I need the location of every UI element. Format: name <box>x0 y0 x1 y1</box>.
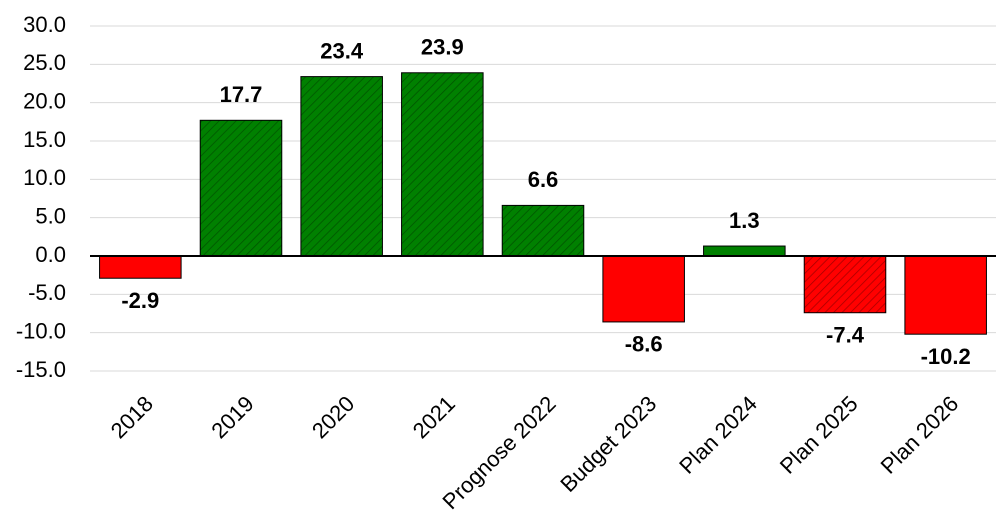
y-tick-label: 5.0 <box>35 203 66 228</box>
bar <box>401 72 484 257</box>
bar <box>703 245 786 257</box>
value-label: 1.3 <box>729 208 760 233</box>
y-tick-label: 30.0 <box>23 12 66 37</box>
x-tick-label: Plan 2026 <box>876 391 964 479</box>
x-tick-label: Budget 2023 <box>555 391 661 497</box>
y-tick-label: -5.0 <box>28 280 66 305</box>
value-label: 6.6 <box>528 167 559 192</box>
x-tick-label: 2020 <box>307 391 359 443</box>
y-tick-label: 0.0 <box>35 242 66 267</box>
value-label: 23.4 <box>320 38 364 63</box>
bar <box>501 204 585 257</box>
value-label: -2.9 <box>121 288 159 313</box>
y-tick-label: -15.0 <box>16 357 66 382</box>
y-tick-label: 10.0 <box>23 165 66 190</box>
x-tick-label: 2021 <box>408 391 460 443</box>
x-tick-label: Plan 2025 <box>775 391 863 479</box>
value-label: 23.9 <box>421 35 464 60</box>
bar <box>300 76 383 257</box>
value-label: 17.7 <box>220 82 263 107</box>
y-tick-label: -10.0 <box>16 318 66 343</box>
x-tick-label: Plan 2024 <box>674 391 762 479</box>
bar <box>904 255 987 335</box>
bar <box>99 255 182 279</box>
y-tick-label: 15.0 <box>23 127 66 152</box>
value-label: -8.6 <box>625 332 663 357</box>
value-label: -7.4 <box>826 323 865 348</box>
y-tick-label: 25.0 <box>23 50 66 75</box>
bar <box>199 119 283 257</box>
x-tick-label: 2018 <box>106 391 158 443</box>
bar <box>602 255 685 323</box>
x-tick-label: 2019 <box>206 391 258 443</box>
y-tick-label: 20.0 <box>23 88 66 113</box>
value-label: -10.2 <box>921 344 971 369</box>
bar <box>803 255 887 314</box>
